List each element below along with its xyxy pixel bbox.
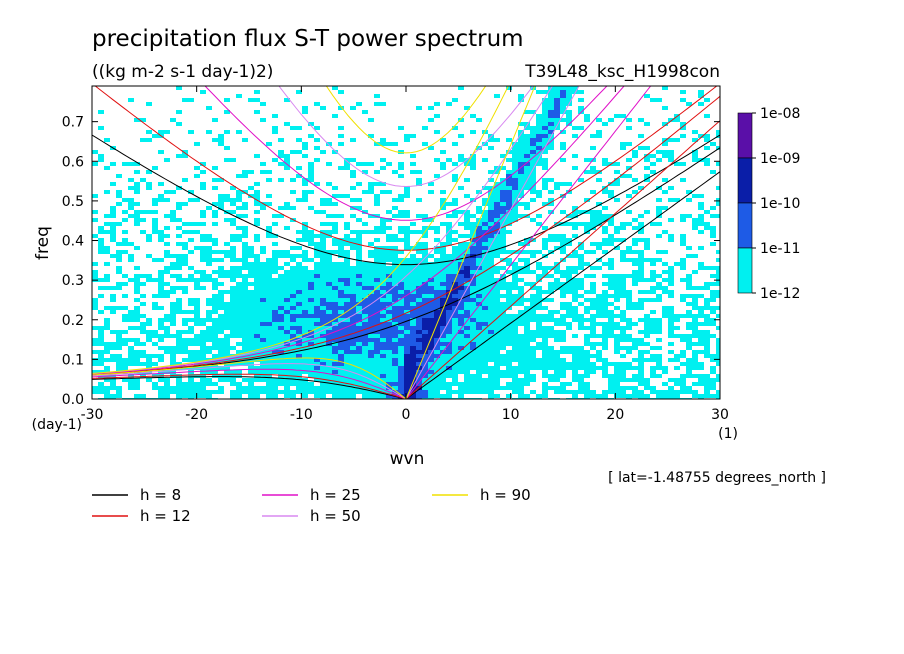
curve-mrg-h25 xyxy=(92,86,625,375)
latitude-annotation: [ lat=-1.48755 degrees_north ] xyxy=(608,470,826,486)
legend-label: h = 12 xyxy=(140,507,191,525)
colorbar-label: 1e-12 xyxy=(760,286,800,302)
y-tick-label: 0.6 xyxy=(62,154,84,170)
x-tick-label: 10 xyxy=(502,407,520,423)
x-tick-label: -20 xyxy=(185,407,208,423)
x-unit-label: (1) xyxy=(718,426,738,442)
curve-kelvin-h8 xyxy=(405,171,720,399)
spectrum-heatmap xyxy=(92,86,720,399)
curve-gravity-h25 xyxy=(204,86,608,221)
colorbar-swatch xyxy=(737,157,753,204)
y-tick-label: 0.1 xyxy=(62,352,84,368)
y-unit-label: (day-1) xyxy=(32,417,82,433)
curve-mrg-h90 xyxy=(92,86,509,374)
y-axis-label: freq xyxy=(33,226,53,260)
curve-rossby-h25 xyxy=(92,368,407,399)
legend: h = 8 h = 12 h = 25 h = 50 h = 90 xyxy=(92,486,531,525)
x-axis: -30 -20 -10 0 10 20 30 xyxy=(81,86,729,423)
curve-mrg-h8 xyxy=(92,147,720,376)
colorbar-swatch xyxy=(737,112,753,159)
dispersion-curves xyxy=(92,86,720,399)
chart-subtitle: ((kg m-2 s-1 day-1)2) xyxy=(92,62,273,82)
colorbar-swatch xyxy=(737,247,753,294)
legend-label: h = 90 xyxy=(480,486,531,504)
curve-kelvin-h50 xyxy=(405,86,580,399)
colorbar-label: 1e-09 xyxy=(760,151,800,167)
legend-label: h = 8 xyxy=(140,486,181,504)
y-tick-label: 0.4 xyxy=(62,234,84,250)
y-tick-label: 0.0 xyxy=(62,392,84,408)
chart-title: precipitation flux S-T power spectrum xyxy=(92,26,524,52)
legend-label: h = 50 xyxy=(310,507,361,525)
x-tick-label: 20 xyxy=(606,407,624,423)
y-tick-label: 0.5 xyxy=(62,194,84,210)
legend-label: h = 25 xyxy=(310,486,361,504)
curve-gravity-h8 xyxy=(92,134,720,266)
curve-rossby-h12 xyxy=(92,373,407,399)
y-axis: 0.0 0.1 0.2 0.3 0.4 0.5 0.6 0.7 xyxy=(62,115,720,408)
colorbar-label: 1e-10 xyxy=(760,196,800,212)
curve-kelvin-h25 xyxy=(405,86,652,399)
x-tick-label: -30 xyxy=(81,407,104,423)
curve-gravity-h50 xyxy=(278,86,534,188)
colorbar-label: 1e-11 xyxy=(760,241,800,257)
curve-gravity-h12 xyxy=(94,86,718,251)
x-tick-label: -10 xyxy=(290,407,313,423)
curve-kelvin-h12 xyxy=(405,120,720,399)
x-axis-label: wvn xyxy=(390,449,425,469)
colorbar: 1e-08 1e-09 1e-10 1e-11 1e-12 xyxy=(737,106,800,302)
run-label: T39L48_ksc_H1998con xyxy=(524,62,720,82)
x-tick-label: 30 xyxy=(711,407,729,423)
y-tick-label: 0.2 xyxy=(62,313,84,329)
colorbar-swatch xyxy=(737,202,753,249)
curve-mrg-h50 xyxy=(92,86,553,375)
curve-gravity-h90 xyxy=(325,86,487,154)
curve-rossby-h8 xyxy=(92,376,407,399)
y-tick-label: 0.3 xyxy=(62,273,84,289)
x-tick-label: 0 xyxy=(402,407,411,423)
curve-rossby-h90 xyxy=(92,357,407,399)
curve-mrg-h12 xyxy=(92,95,720,376)
curve-rossby-h50 xyxy=(92,363,407,399)
curve-kelvin-h90 xyxy=(405,86,536,399)
y-tick-label: 0.7 xyxy=(62,115,84,131)
colorbar-label: 1e-08 xyxy=(760,106,800,122)
